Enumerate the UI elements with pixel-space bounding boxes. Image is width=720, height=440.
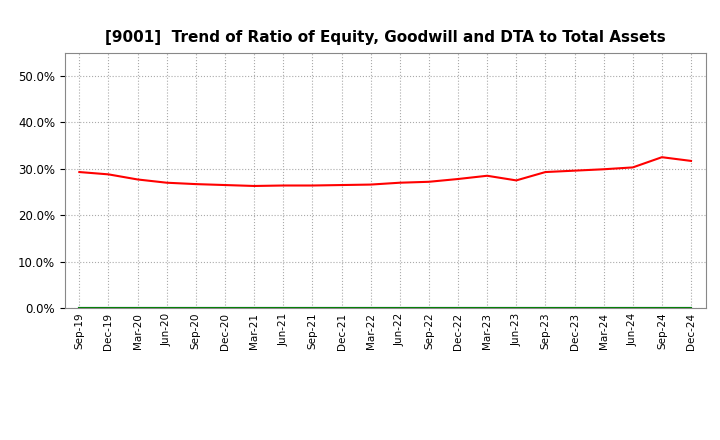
Equity [570, 168, 579, 173]
Goodwill [163, 305, 171, 311]
Deferred Tax Assets [75, 305, 84, 311]
Deferred Tax Assets [657, 305, 666, 311]
Deferred Tax Assets [133, 305, 142, 311]
Deferred Tax Assets [599, 305, 608, 311]
Goodwill [629, 305, 637, 311]
Goodwill [308, 305, 317, 311]
Goodwill [366, 305, 375, 311]
Equity [483, 173, 492, 178]
Equity [395, 180, 404, 185]
Equity [657, 154, 666, 160]
Line: Equity: Equity [79, 157, 691, 186]
Equity [541, 169, 550, 175]
Goodwill [687, 305, 696, 311]
Deferred Tax Assets [687, 305, 696, 311]
Equity [308, 183, 317, 188]
Deferred Tax Assets [250, 305, 258, 311]
Deferred Tax Assets [163, 305, 171, 311]
Equity [192, 181, 200, 187]
Equity [454, 176, 462, 182]
Equity [425, 179, 433, 184]
Equity [599, 167, 608, 172]
Deferred Tax Assets [308, 305, 317, 311]
Goodwill [337, 305, 346, 311]
Goodwill [220, 305, 229, 311]
Equity [133, 177, 142, 182]
Deferred Tax Assets [483, 305, 492, 311]
Deferred Tax Assets [395, 305, 404, 311]
Deferred Tax Assets [192, 305, 200, 311]
Goodwill [541, 305, 550, 311]
Deferred Tax Assets [366, 305, 375, 311]
Equity [250, 183, 258, 189]
Equity [629, 165, 637, 170]
Equity [163, 180, 171, 185]
Goodwill [75, 305, 84, 311]
Goodwill [133, 305, 142, 311]
Equity [75, 169, 84, 175]
Deferred Tax Assets [454, 305, 462, 311]
Deferred Tax Assets [425, 305, 433, 311]
Goodwill [657, 305, 666, 311]
Deferred Tax Assets [541, 305, 550, 311]
Goodwill [425, 305, 433, 311]
Goodwill [599, 305, 608, 311]
Equity [512, 178, 521, 183]
Goodwill [250, 305, 258, 311]
Goodwill [570, 305, 579, 311]
Goodwill [192, 305, 200, 311]
Deferred Tax Assets [279, 305, 287, 311]
Title: [9001]  Trend of Ratio of Equity, Goodwill and DTA to Total Assets: [9001] Trend of Ratio of Equity, Goodwil… [105, 29, 665, 45]
Equity [220, 183, 229, 188]
Goodwill [483, 305, 492, 311]
Deferred Tax Assets [220, 305, 229, 311]
Deferred Tax Assets [512, 305, 521, 311]
Equity [279, 183, 287, 188]
Goodwill [512, 305, 521, 311]
Equity [366, 182, 375, 187]
Deferred Tax Assets [629, 305, 637, 311]
Goodwill [454, 305, 462, 311]
Deferred Tax Assets [570, 305, 579, 311]
Equity [104, 172, 113, 177]
Deferred Tax Assets [104, 305, 113, 311]
Deferred Tax Assets [337, 305, 346, 311]
Equity [687, 158, 696, 164]
Goodwill [104, 305, 113, 311]
Goodwill [395, 305, 404, 311]
Equity [337, 183, 346, 188]
Goodwill [279, 305, 287, 311]
